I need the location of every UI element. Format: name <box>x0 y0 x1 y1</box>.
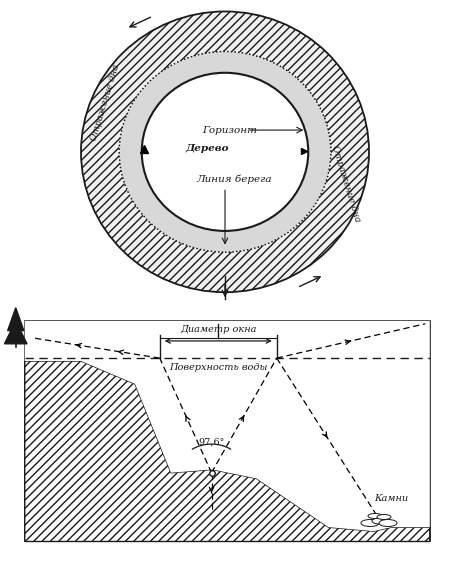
Ellipse shape <box>119 52 331 252</box>
Text: Диаметр окна: Диаметр окна <box>180 325 256 334</box>
Text: Отражение дна: Отражение дна <box>90 64 122 143</box>
Ellipse shape <box>119 52 331 252</box>
Text: Линия берега: Линия берега <box>196 175 272 184</box>
Polygon shape <box>25 361 430 541</box>
Polygon shape <box>8 308 24 331</box>
Text: Дерево: Дерево <box>185 144 229 154</box>
Text: Отражение дна: Отражение дна <box>330 144 361 223</box>
Ellipse shape <box>361 520 379 527</box>
Bar <box>25 321 430 541</box>
Ellipse shape <box>379 520 397 527</box>
Polygon shape <box>4 321 27 344</box>
Text: Камни: Камни <box>374 494 409 503</box>
Text: 97,6°: 97,6° <box>198 438 225 447</box>
Ellipse shape <box>372 518 388 524</box>
Text: Поверхность воды: Поверхность воды <box>169 363 267 372</box>
Ellipse shape <box>142 73 308 231</box>
Ellipse shape <box>377 515 391 520</box>
Ellipse shape <box>368 513 382 519</box>
Ellipse shape <box>81 11 369 292</box>
Polygon shape <box>25 321 430 531</box>
Text: Горизонт: Горизонт <box>202 125 257 135</box>
